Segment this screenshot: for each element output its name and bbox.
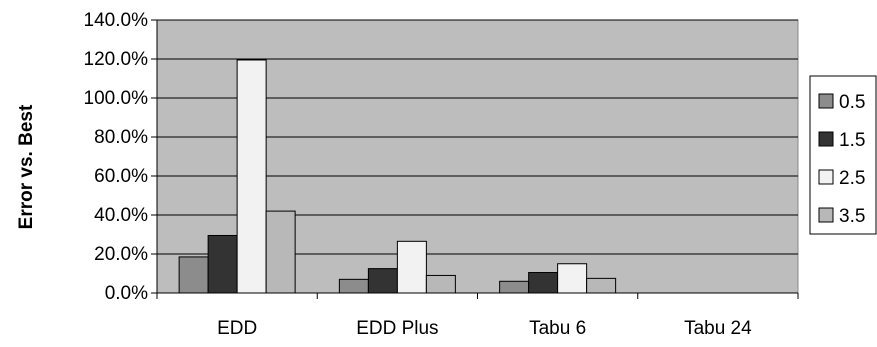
y-tick-label: 100.0% — [84, 88, 149, 109]
bar-edd-plus-0.5 — [338, 278, 369, 294]
bar-edd-1.5 — [207, 234, 238, 294]
y-tick-label: 40.0% — [94, 205, 148, 226]
y-tick-label: 80.0% — [94, 127, 148, 148]
bar-edd-3.5 — [265, 210, 296, 294]
x-category-label: EDD Plus — [356, 318, 438, 339]
legend-label: 3.5 — [839, 206, 865, 227]
y-tick-label: 20.0% — [94, 244, 148, 265]
y-axis-title: Error vs. Best — [16, 104, 37, 229]
bar-edd-plus-1.5 — [367, 268, 398, 294]
legend-label: 2.5 — [839, 168, 865, 189]
x-category-label: Tabu 6 — [529, 318, 586, 339]
legend-label: 1.5 — [839, 130, 865, 151]
bar-edd-plus-3.5 — [425, 274, 456, 294]
bar-tabu-6-3.5 — [586, 277, 617, 294]
legend-swatch — [818, 93, 834, 109]
legend: 0.5 1.5 2.5 3.5 — [809, 75, 877, 235]
x-category-label: Tabu 24 — [684, 318, 752, 339]
x-category-label: EDD — [217, 318, 257, 339]
bars-group — [178, 59, 617, 294]
y-tick-label: 120.0% — [84, 49, 149, 70]
y-tick-label: 0.0% — [105, 283, 148, 304]
legend-swatch — [818, 207, 834, 223]
bar-tabu-6-0.5 — [499, 280, 530, 294]
legend-swatch — [818, 131, 834, 147]
bar-tabu-6-2.5 — [557, 263, 588, 294]
legend-swatch — [818, 169, 834, 185]
y-tick-label: 60.0% — [94, 166, 148, 187]
bar-edd-plus-2.5 — [396, 240, 427, 294]
bar-tabu-6-1.5 — [528, 272, 559, 294]
bar-edd-2.5 — [236, 59, 267, 294]
legend-label: 0.5 — [839, 92, 865, 113]
y-tick-label: 140.0% — [84, 10, 149, 31]
axes-group: 0.0% 20.0% 40.0% 60.0% 80.0% 100.0% 120.0% 140.… — [84, 10, 799, 339]
bar-edd-0.5 — [178, 256, 209, 294]
